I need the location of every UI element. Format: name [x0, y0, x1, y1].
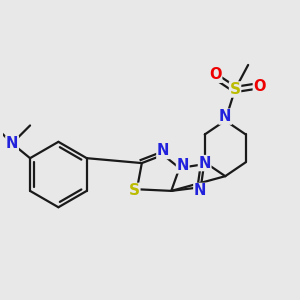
Text: N: N — [198, 156, 211, 171]
Text: N: N — [176, 158, 189, 173]
Text: N: N — [6, 136, 18, 151]
Text: N: N — [219, 109, 231, 124]
Text: N: N — [157, 143, 169, 158]
Text: O: O — [253, 79, 266, 94]
Text: S: S — [230, 82, 241, 97]
Text: S: S — [129, 183, 140, 198]
Text: O: O — [209, 67, 222, 82]
Text: N: N — [194, 183, 206, 198]
